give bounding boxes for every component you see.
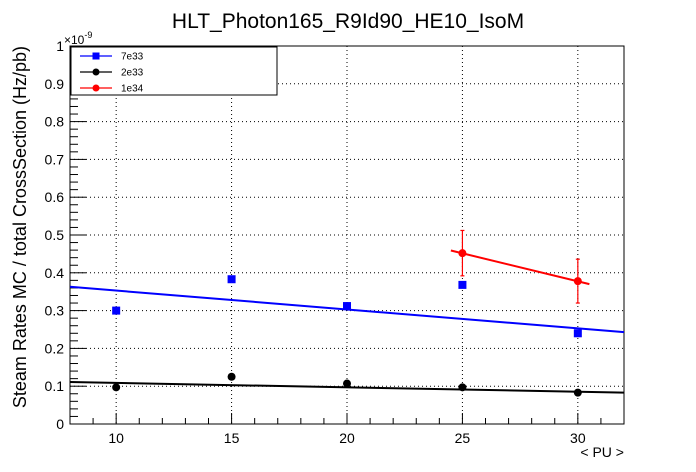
x-tick-label: 20 (339, 430, 355, 446)
data-point (573, 388, 582, 397)
legend-marker (92, 52, 100, 60)
y-tick-label: 1 (56, 38, 64, 54)
fit-line-1e34 (450, 249, 590, 286)
y-tick-label: 0.2 (45, 340, 65, 356)
legend-label: 1e34 (121, 84, 144, 95)
data-point (112, 306, 121, 315)
y-tick-label: 0.8 (45, 114, 65, 130)
series (69, 229, 625, 397)
legend: 7e33 2e33 1e34 (70, 46, 278, 96)
x-tick-label: 10 (108, 430, 124, 446)
data-point (227, 275, 236, 284)
legend-label: 2e33 (121, 68, 144, 79)
legend-marker (92, 68, 100, 76)
y-tick-label: 0.7 (45, 151, 65, 167)
legend-label: 7e33 (121, 52, 144, 63)
data-point (458, 383, 467, 392)
legend-box (70, 46, 278, 96)
y-tick-label: 0.3 (45, 303, 65, 319)
data-point (112, 383, 121, 392)
y-exponent-label: ×10-9 (64, 30, 92, 47)
x-tick-label: 25 (455, 430, 471, 446)
data-point (573, 277, 582, 286)
data-point (343, 302, 351, 311)
grid (70, 46, 624, 424)
data-point (458, 249, 467, 258)
y-tick-label: 0.4 (45, 265, 65, 281)
chart-title: HLT_Photon165_R9Id90_HE10_IsoM (172, 10, 524, 33)
y-tick-label: 0.6 (45, 189, 65, 205)
data-point (227, 372, 236, 381)
y-exponent-base: ×10 (64, 33, 85, 47)
y-tick-label: 0 (56, 416, 64, 432)
data-point (343, 379, 351, 388)
data-point (573, 329, 582, 338)
series-7e33 (69, 275, 625, 338)
x-tick-label: 15 (224, 430, 240, 446)
series-1e34 (450, 229, 590, 304)
y-axis-label: Steam Rates MC / total CrossSection (Hz/… (10, 46, 30, 408)
y-tick-label: 0.1 (45, 378, 65, 394)
y-tick-label: 0.5 (45, 227, 65, 243)
x-tick-label: 30 (570, 430, 586, 446)
y-exponent-power: -9 (84, 30, 92, 40)
y-tick-label: 0.9 (45, 76, 65, 92)
x-axis-label: < PU > (580, 444, 624, 460)
series-2e33 (69, 372, 625, 397)
axes: 10 15 20 25 30 0 0.1 0.2 0.3 0.4 0.5 0.6 0.7 0.8 0.9 1 (45, 38, 625, 446)
legend-marker (92, 84, 100, 92)
data-point (458, 280, 467, 289)
